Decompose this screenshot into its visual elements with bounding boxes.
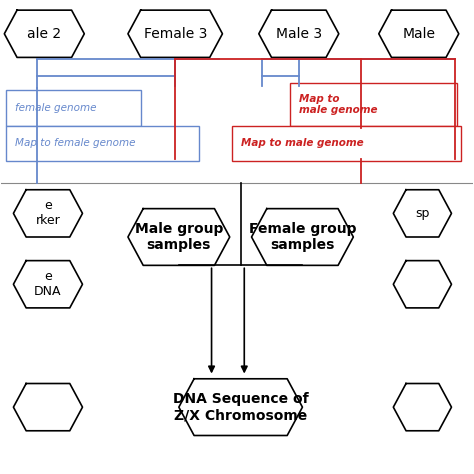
Polygon shape [393, 190, 452, 237]
Polygon shape [379, 10, 459, 57]
Text: Male 3: Male 3 [276, 27, 322, 41]
Text: Map to female genome: Map to female genome [15, 138, 136, 148]
Polygon shape [13, 190, 82, 237]
Polygon shape [4, 10, 84, 57]
Polygon shape [393, 261, 452, 308]
Polygon shape [13, 261, 82, 308]
Text: Female 3: Female 3 [144, 27, 207, 41]
Polygon shape [393, 383, 452, 431]
Polygon shape [252, 209, 353, 265]
Text: e
DNA: e DNA [34, 270, 62, 298]
FancyBboxPatch shape [6, 126, 199, 161]
FancyBboxPatch shape [6, 91, 141, 126]
FancyBboxPatch shape [231, 126, 461, 161]
Text: sp: sp [415, 207, 429, 220]
Text: Map to
male genome: Map to male genome [299, 94, 377, 116]
Text: Male group
samples: Male group samples [135, 222, 223, 252]
Text: Male: Male [402, 27, 435, 41]
Text: female genome: female genome [15, 103, 97, 113]
Text: ale 2: ale 2 [27, 27, 61, 41]
Text: Female group
samples: Female group samples [249, 222, 356, 252]
Text: DNA Sequence of
Z/X Chromosome: DNA Sequence of Z/X Chromosome [173, 392, 309, 422]
Text: Map to male genome: Map to male genome [241, 138, 363, 148]
Polygon shape [259, 10, 339, 57]
FancyBboxPatch shape [290, 83, 457, 126]
Polygon shape [13, 383, 82, 431]
Polygon shape [128, 10, 222, 57]
Polygon shape [179, 379, 302, 436]
Text: e
rker: e rker [36, 200, 60, 228]
Polygon shape [128, 209, 230, 265]
